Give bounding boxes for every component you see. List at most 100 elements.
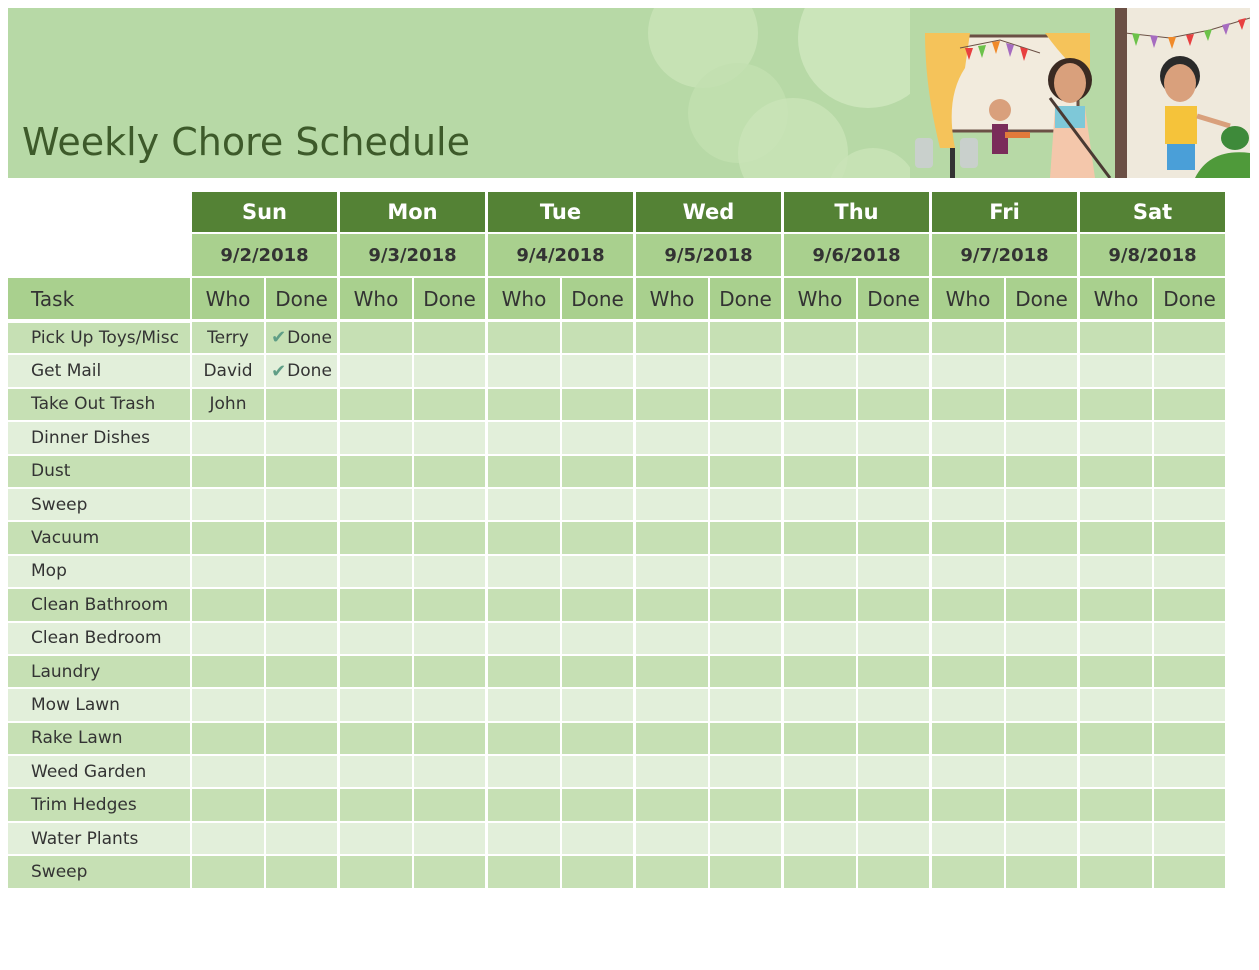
who-cell[interactable] bbox=[1080, 856, 1154, 890]
done-cell[interactable] bbox=[414, 789, 488, 823]
done-cell[interactable] bbox=[414, 622, 488, 656]
who-cell[interactable] bbox=[340, 388, 414, 423]
done-cell[interactable] bbox=[710, 322, 784, 356]
who-cell[interactable] bbox=[192, 555, 266, 590]
done-cell[interactable] bbox=[562, 522, 636, 556]
who-cell[interactable] bbox=[636, 689, 710, 723]
who-cell[interactable] bbox=[784, 388, 858, 423]
who-cell[interactable] bbox=[1080, 655, 1154, 690]
who-cell[interactable] bbox=[192, 488, 266, 523]
who-cell[interactable]: John bbox=[192, 388, 266, 423]
who-cell[interactable] bbox=[784, 422, 858, 456]
who-cell[interactable] bbox=[1080, 789, 1154, 823]
done-cell[interactable] bbox=[562, 822, 636, 857]
done-cell[interactable] bbox=[414, 589, 488, 623]
done-cell[interactable] bbox=[1154, 355, 1228, 389]
done-cell[interactable] bbox=[858, 756, 932, 790]
done-cell[interactable] bbox=[710, 455, 784, 489]
done-cell[interactable] bbox=[1006, 756, 1080, 790]
who-cell[interactable] bbox=[784, 622, 858, 656]
who-cell[interactable] bbox=[932, 455, 1006, 489]
who-cell[interactable] bbox=[340, 455, 414, 489]
who-cell[interactable] bbox=[636, 488, 710, 523]
done-cell[interactable] bbox=[266, 856, 340, 890]
done-cell[interactable] bbox=[1006, 722, 1080, 757]
done-cell[interactable] bbox=[562, 455, 636, 489]
done-cell[interactable] bbox=[414, 322, 488, 356]
done-cell[interactable] bbox=[414, 388, 488, 423]
done-cell[interactable] bbox=[266, 622, 340, 656]
done-cell[interactable] bbox=[1154, 689, 1228, 723]
done-cell[interactable] bbox=[414, 689, 488, 723]
who-cell[interactable] bbox=[340, 689, 414, 723]
done-cell[interactable] bbox=[414, 756, 488, 790]
done-cell[interactable] bbox=[266, 756, 340, 790]
who-cell[interactable] bbox=[636, 756, 710, 790]
done-cell[interactable] bbox=[266, 422, 340, 456]
who-cell[interactable] bbox=[488, 388, 562, 423]
done-cell[interactable] bbox=[562, 322, 636, 356]
who-cell[interactable] bbox=[488, 789, 562, 823]
who-cell[interactable] bbox=[340, 789, 414, 823]
done-cell[interactable] bbox=[858, 522, 932, 556]
who-cell[interactable] bbox=[1080, 488, 1154, 523]
who-cell[interactable] bbox=[488, 756, 562, 790]
done-cell[interactable] bbox=[1154, 522, 1228, 556]
who-cell[interactable] bbox=[636, 722, 710, 757]
who-cell[interactable] bbox=[340, 322, 414, 356]
who-cell[interactable] bbox=[636, 822, 710, 857]
who-cell[interactable] bbox=[636, 522, 710, 556]
done-cell[interactable] bbox=[414, 522, 488, 556]
who-cell[interactable] bbox=[192, 522, 266, 556]
who-cell[interactable] bbox=[784, 555, 858, 590]
who-cell[interactable] bbox=[932, 722, 1006, 757]
done-cell[interactable] bbox=[414, 722, 488, 757]
done-cell[interactable] bbox=[858, 555, 932, 590]
done-cell[interactable] bbox=[858, 789, 932, 823]
done-cell[interactable] bbox=[710, 522, 784, 556]
done-cell[interactable] bbox=[858, 856, 932, 890]
who-cell[interactable] bbox=[488, 822, 562, 857]
who-cell[interactable] bbox=[340, 522, 414, 556]
done-cell[interactable] bbox=[858, 589, 932, 623]
who-cell[interactable] bbox=[932, 589, 1006, 623]
who-cell[interactable] bbox=[192, 655, 266, 690]
done-cell[interactable] bbox=[266, 722, 340, 757]
done-cell[interactable] bbox=[1154, 622, 1228, 656]
who-cell[interactable] bbox=[488, 522, 562, 556]
done-cell[interactable] bbox=[1006, 622, 1080, 656]
who-cell[interactable] bbox=[192, 822, 266, 857]
who-cell[interactable] bbox=[340, 655, 414, 690]
done-cell[interactable] bbox=[858, 355, 932, 389]
who-cell[interactable] bbox=[340, 622, 414, 656]
done-cell[interactable] bbox=[710, 355, 784, 389]
done-cell[interactable] bbox=[710, 856, 784, 890]
who-cell[interactable] bbox=[932, 355, 1006, 389]
done-cell[interactable] bbox=[1006, 856, 1080, 890]
done-cell[interactable] bbox=[1006, 822, 1080, 857]
who-cell[interactable] bbox=[932, 789, 1006, 823]
done-cell[interactable] bbox=[858, 689, 932, 723]
who-cell[interactable] bbox=[1080, 722, 1154, 757]
done-cell[interactable] bbox=[266, 589, 340, 623]
who-cell[interactable] bbox=[340, 422, 414, 456]
done-cell[interactable] bbox=[562, 756, 636, 790]
done-cell[interactable] bbox=[1006, 789, 1080, 823]
done-cell[interactable] bbox=[1006, 555, 1080, 590]
who-cell[interactable] bbox=[932, 488, 1006, 523]
who-cell[interactable] bbox=[488, 655, 562, 690]
who-cell[interactable] bbox=[192, 455, 266, 489]
who-cell[interactable] bbox=[488, 455, 562, 489]
done-cell[interactable] bbox=[414, 488, 488, 523]
who-cell[interactable] bbox=[340, 488, 414, 523]
done-cell[interactable] bbox=[266, 388, 340, 423]
done-cell[interactable] bbox=[1154, 856, 1228, 890]
who-cell[interactable] bbox=[932, 322, 1006, 356]
who-cell[interactable] bbox=[636, 322, 710, 356]
done-cell[interactable] bbox=[1154, 488, 1228, 523]
who-cell[interactable] bbox=[488, 689, 562, 723]
done-cell[interactable] bbox=[562, 722, 636, 757]
who-cell[interactable] bbox=[488, 422, 562, 456]
who-cell[interactable] bbox=[340, 555, 414, 590]
done-cell[interactable] bbox=[1154, 422, 1228, 456]
